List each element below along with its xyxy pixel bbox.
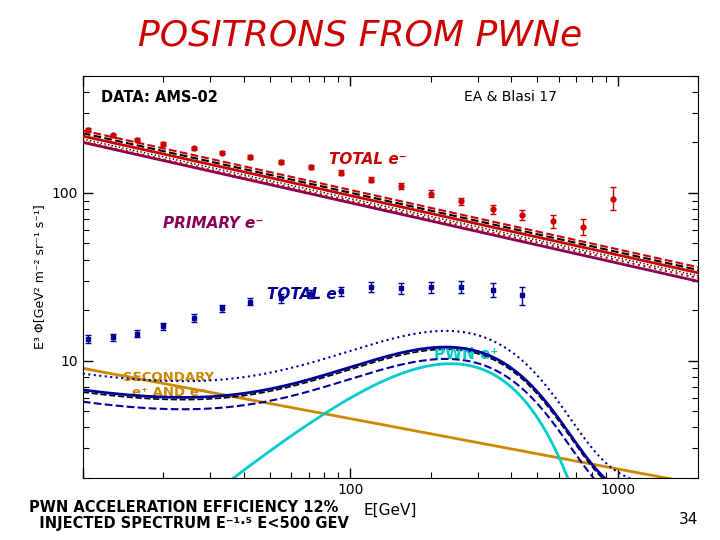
Text: TOTAL e⁺: TOTAL e⁺ (268, 287, 345, 302)
Text: PWN e⁺: PWN e⁺ (433, 347, 498, 362)
Y-axis label: E³ Φ[GeV² m⁻² sr⁻¹ s⁻¹]: E³ Φ[GeV² m⁻² sr⁻¹ s⁻¹] (33, 204, 46, 349)
Text: DATA: AMS-02: DATA: AMS-02 (102, 90, 218, 105)
Text: 34: 34 (679, 511, 698, 526)
Text: SECONDARY
e⁺ AND e⁻: SECONDARY e⁺ AND e⁻ (123, 372, 215, 399)
Text: PWN ACCELERATION EFFICIENCY 12%: PWN ACCELERATION EFFICIENCY 12% (29, 500, 338, 515)
Text: TOTAL e⁻: TOTAL e⁻ (329, 152, 407, 167)
X-axis label: E[GeV]: E[GeV] (364, 502, 418, 517)
Text: POSITRONS FROM PWNe: POSITRONS FROM PWNe (138, 19, 582, 53)
Text: PRIMARY e⁻: PRIMARY e⁻ (163, 217, 264, 232)
Text: EA & Blasi 17: EA & Blasi 17 (464, 90, 557, 104)
Text: INJECTED SPECTRUM E⁻¹⋅⁵ E<500 GEV: INJECTED SPECTRUM E⁻¹⋅⁵ E<500 GEV (29, 516, 348, 531)
